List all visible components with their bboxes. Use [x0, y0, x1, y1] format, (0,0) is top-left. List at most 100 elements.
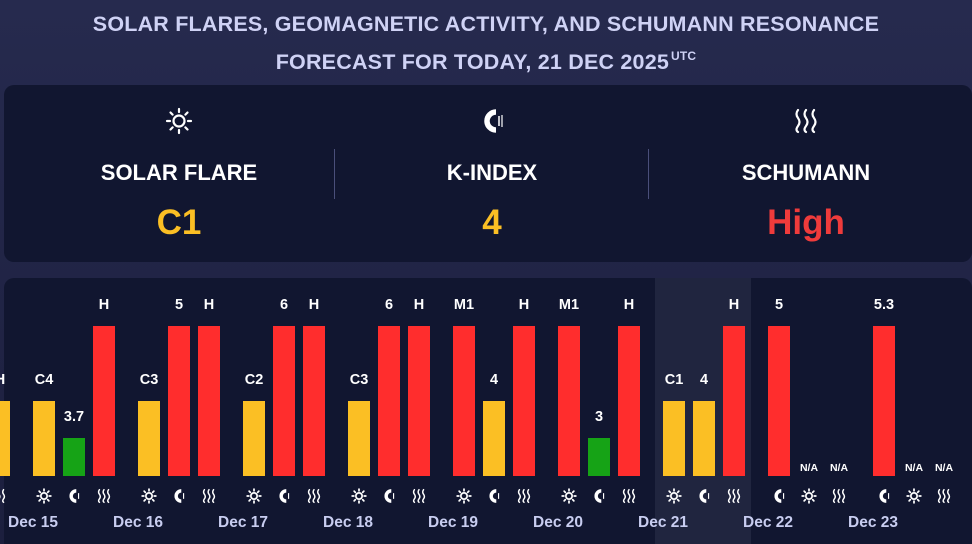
waves-icon	[0, 488, 10, 504]
day-label: Dec 22	[743, 514, 793, 531]
magnet-icon	[588, 488, 610, 504]
solar-flare-bar-label: C1	[664, 372, 684, 388]
sun-icon	[348, 488, 370, 504]
waves-icon	[198, 488, 220, 504]
solar-flare-bar-label: C4	[34, 372, 54, 388]
sun-icon	[798, 488, 820, 504]
k-index-bar	[378, 326, 400, 476]
magnet-icon	[768, 488, 790, 504]
waves-icon	[303, 488, 325, 504]
schumann-bar	[93, 326, 115, 476]
waves-icon	[93, 488, 115, 504]
day-label: Dec 19	[428, 514, 478, 531]
sun-icon	[29, 107, 329, 135]
schumann-bar-na-label: N/A	[934, 462, 954, 474]
k-index-bar	[768, 326, 790, 476]
k-index-bar	[693, 401, 715, 476]
sun-icon	[33, 488, 55, 504]
partial-bar	[0, 401, 10, 476]
forecast-chart-panel	[4, 278, 972, 544]
schumann-bar-label: H	[413, 297, 425, 313]
schumann-bar-label: H	[98, 297, 110, 313]
waves-icon	[656, 107, 956, 134]
k-index-value: 4	[482, 203, 502, 242]
k-index-bar	[588, 438, 610, 476]
day-label: Dec 21	[638, 514, 688, 531]
k-index-bar-label: 5.3	[873, 297, 895, 313]
title-line-2: FORECAST FOR TODAY, 21 DEC 2025 UTC	[0, 40, 972, 78]
schumann-bar-na-label: N/A	[829, 462, 849, 474]
waves-icon	[408, 488, 430, 504]
solar-flare-bar-na-label: N/A	[904, 462, 924, 474]
k-index-bar	[273, 326, 295, 476]
solar-flare-bar-label: C3	[139, 372, 159, 388]
title-line-1: SOLAR FLARES, GEOMAGNETIC ACTIVITY, AND …	[92, 12, 880, 36]
solar-flare-bar	[453, 326, 475, 476]
page-title: SOLAR FLARES, GEOMAGNETIC ACTIVITY, AND …	[0, 8, 972, 78]
schumann-bar-label: H	[518, 297, 530, 313]
schumann-bar-label: H	[203, 297, 215, 313]
k-index-bar-label: 6	[279, 297, 289, 313]
schumann-bar	[723, 326, 745, 476]
solar-flare-label: SOLAR FLARE	[100, 160, 258, 185]
k-index-bar-label: 4	[699, 372, 709, 388]
k-index-label: K-INDEX	[446, 160, 538, 185]
k-index-bar-label: 4	[489, 372, 499, 388]
k-index-bar-label: 3.7	[63, 409, 85, 425]
k-index-bar-label: 3	[594, 409, 604, 425]
magnet-icon	[483, 488, 505, 504]
day-label: Dec 18	[323, 514, 373, 531]
day-label: Dec 15	[8, 514, 58, 531]
schumann-bar	[513, 326, 535, 476]
magnet-icon	[378, 488, 400, 504]
title-date: FORECAST FOR TODAY, 21 DEC 2025	[275, 50, 670, 74]
summary-divider	[334, 149, 335, 199]
summary-divider	[648, 149, 649, 199]
schumann-bar-label: H	[728, 297, 740, 313]
sun-icon	[453, 488, 475, 504]
solar-flare-bar-label: M1	[558, 297, 580, 313]
magnet-icon	[693, 488, 715, 504]
schumann-bar	[618, 326, 640, 476]
magnet-icon	[273, 488, 295, 504]
magnet-icon	[63, 488, 85, 504]
sun-icon	[558, 488, 580, 504]
k-index-bar-label: 5	[174, 297, 184, 313]
schumann-bar	[198, 326, 220, 476]
solar-flare-bar	[663, 401, 685, 476]
k-index-bar	[483, 401, 505, 476]
solar-flare-value: C1	[156, 203, 202, 242]
waves-icon	[618, 488, 640, 504]
k-index-bar-label: 5	[774, 297, 784, 313]
solar-flare-bar-label: C3	[349, 372, 369, 388]
schumann-bar-label: H	[308, 297, 320, 313]
today-summary-panel: SOLAR FLARE C1 K-INDEX 4 SCHUMANN High	[4, 85, 972, 262]
k-index-summary: K-INDEX 4	[342, 85, 642, 262]
magnet-icon	[873, 488, 895, 504]
title-timezone: UTC	[671, 49, 697, 63]
solar-flare-bar	[243, 401, 265, 476]
k-index-bar-label: 6	[384, 297, 394, 313]
schumann-bar	[303, 326, 325, 476]
magnet-icon	[342, 107, 642, 133]
magnet-icon	[168, 488, 190, 504]
solar-flare-bar-label: C2	[244, 372, 264, 388]
k-index-bar	[873, 326, 895, 476]
solar-flare-summary: SOLAR FLARE C1	[29, 85, 329, 262]
schumann-label: SCHUMANN	[741, 160, 871, 185]
schumann-bar-label: H	[623, 297, 635, 313]
schumann-summary: SCHUMANN High	[656, 85, 956, 262]
sun-icon	[138, 488, 160, 504]
sun-icon	[903, 488, 925, 504]
day-label: Dec 16	[113, 514, 163, 531]
day-label: Dec 23	[848, 514, 898, 531]
waves-icon	[933, 488, 955, 504]
schumann-bar	[408, 326, 430, 476]
solar-flare-bar-label: M1	[453, 297, 475, 313]
k-index-bar	[63, 438, 85, 476]
solar-flare-bar	[33, 401, 55, 476]
k-index-bar	[168, 326, 190, 476]
sun-icon	[663, 488, 685, 504]
solar-flare-bar	[348, 401, 370, 476]
waves-icon	[828, 488, 850, 504]
